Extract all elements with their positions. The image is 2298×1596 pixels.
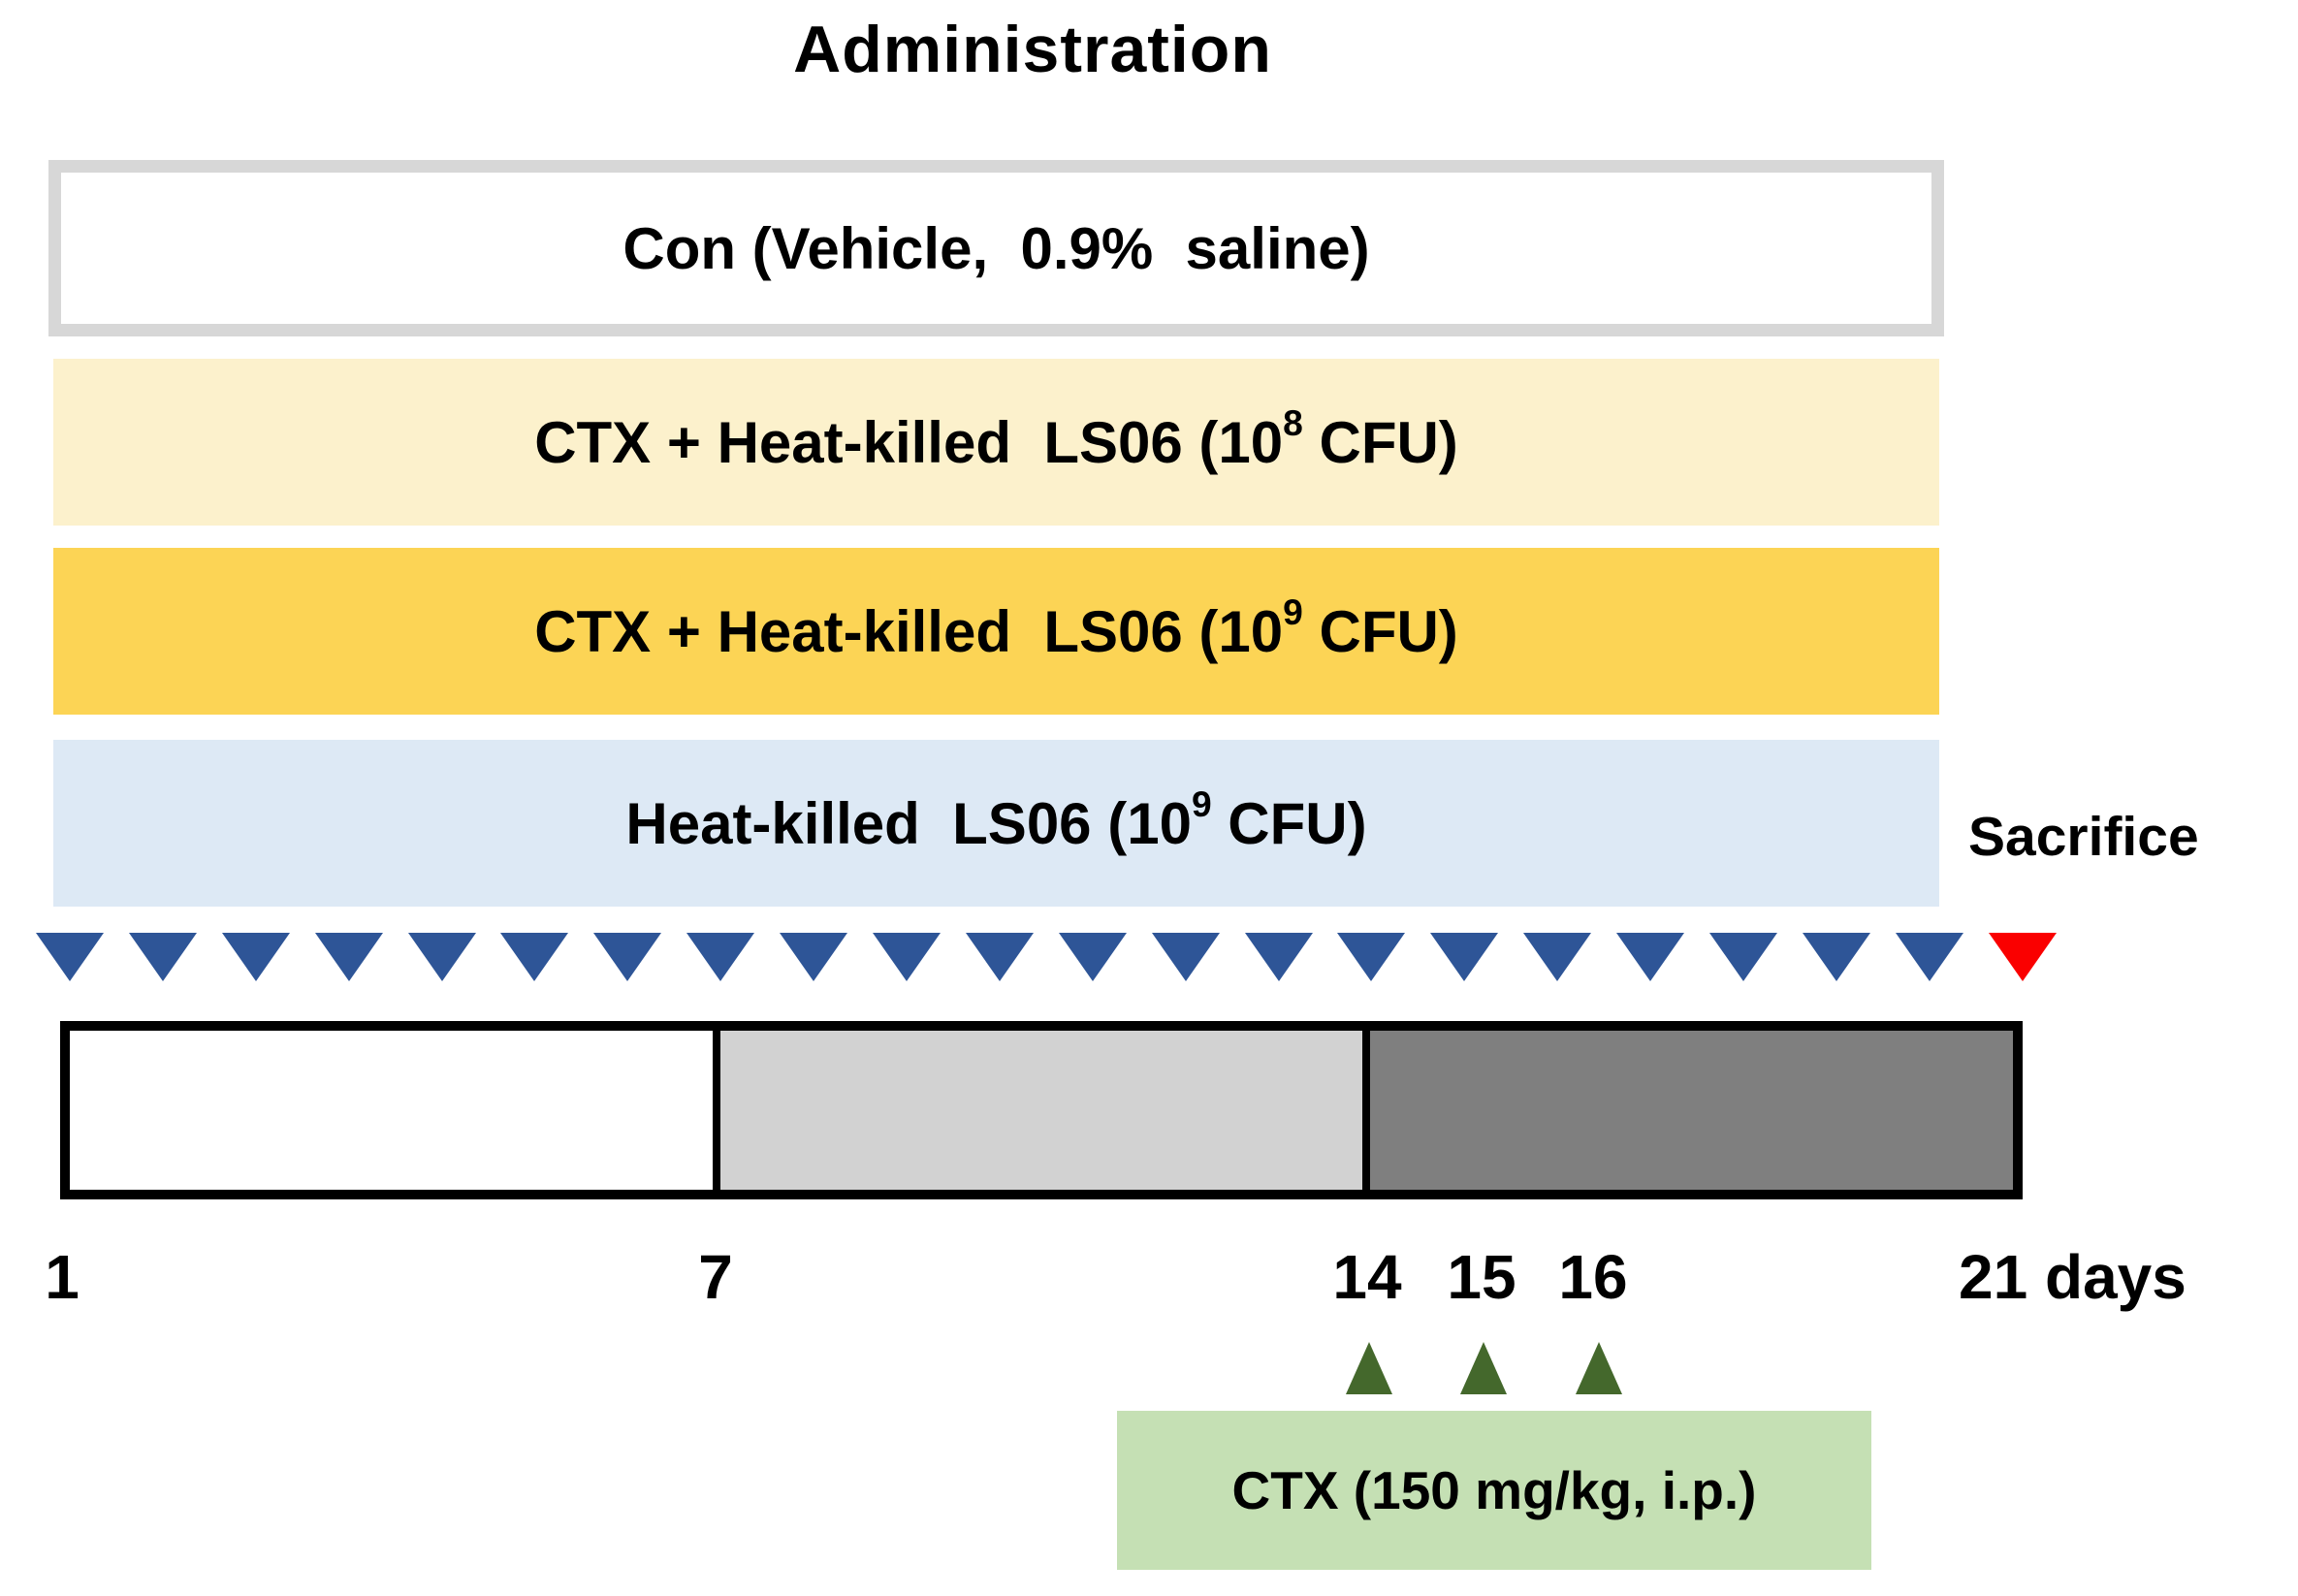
ctx-injection-arrow-icon [1576, 1342, 1622, 1394]
daily-administration-marker-icon [1337, 933, 1406, 981]
daily-administration-marker-icon [1709, 933, 1778, 981]
figure-title: Administration [793, 13, 1272, 86]
ctx-injection-arrow-icon [1346, 1342, 1392, 1394]
group-label-ls06-1e9: Heat-killed LS06 (10 [625, 790, 1192, 856]
daily-administration-marker-icon [500, 933, 569, 981]
group-bar-heat-killed-ls06-1e9: Heat-killed LS06 (10 9 CFU) [53, 740, 1939, 907]
daily-administration-marker-icon [1616, 933, 1685, 981]
timeline-segment-days-1-7 [70, 1031, 713, 1190]
daily-administration-marker-icon [780, 933, 848, 981]
daily-administration-marker-icon [1430, 933, 1499, 981]
daily-administration-marker-icon [1151, 933, 1220, 981]
day-label-1: 1 [45, 1242, 80, 1312]
group-bar-ctx-heat-killed-ls06-1e9: CTX + Heat-killed LS06 (10 9 CFU) [53, 548, 1939, 715]
sacrifice-marker-icon [1988, 933, 2057, 981]
day-label-14: 14 [1332, 1242, 1402, 1312]
day-label-15: 15 [1447, 1242, 1516, 1312]
group-label-control: Con (Vehicle, 0.9% saline) [622, 215, 1370, 281]
sacrifice-label: Sacrifice [1968, 806, 2199, 868]
daily-administration-marker-icon [407, 933, 476, 981]
daily-administration-marker-row [36, 933, 2057, 983]
daily-administration-marker-icon [686, 933, 755, 981]
ctx-injection-box: CTX (150 mg/kg, i.p.) [1117, 1411, 1871, 1570]
day-label-21-days: 21 days [1959, 1242, 2186, 1312]
group-label-ctx-ls06-1e9: CTX + Heat-killed LS06 (10 [534, 598, 1284, 664]
timeline-bar [60, 1021, 2023, 1199]
daily-administration-marker-icon [593, 933, 662, 981]
group-bar-control: Con (Vehicle, 0.9% saline) [48, 160, 1944, 336]
group-label-ctx-ls06-1e8: CTX + Heat-killed LS06 (10 [534, 409, 1284, 475]
daily-administration-marker-icon [128, 933, 197, 981]
daily-administration-marker-icon [1244, 933, 1313, 981]
timeline-segment-days-7-14 [712, 1031, 1363, 1190]
daily-administration-marker-icon [1802, 933, 1870, 981]
daily-administration-marker-icon [36, 933, 104, 981]
ctx-injection-arrow-icon [1460, 1342, 1507, 1394]
daily-administration-marker-icon [1523, 933, 1592, 981]
daily-administration-marker-icon [1895, 933, 1963, 981]
ctx-injection-label: CTX (150 mg/kg, i.p.) [1231, 1460, 1757, 1520]
day-label-7: 7 [698, 1242, 733, 1312]
group-label-ctx-ls06-1e8-suffix: CFU) [1302, 409, 1458, 475]
daily-administration-marker-icon [873, 933, 942, 981]
daily-administration-marker-icon [221, 933, 290, 981]
group-label-ctx-ls06-1e9-suffix: CFU) [1302, 598, 1458, 664]
group-label-ls06-1e9-suffix: CFU) [1211, 790, 1367, 856]
day-label-16: 16 [1558, 1242, 1628, 1312]
timeline-segment-days-14-21 [1362, 1031, 2014, 1190]
daily-administration-marker-icon [314, 933, 383, 981]
daily-administration-marker-icon [965, 933, 1034, 981]
group-bar-ctx-heat-killed-ls06-1e8: CTX + Heat-killed LS06 (10 8 CFU) [53, 359, 1939, 526]
daily-administration-marker-icon [1058, 933, 1127, 981]
